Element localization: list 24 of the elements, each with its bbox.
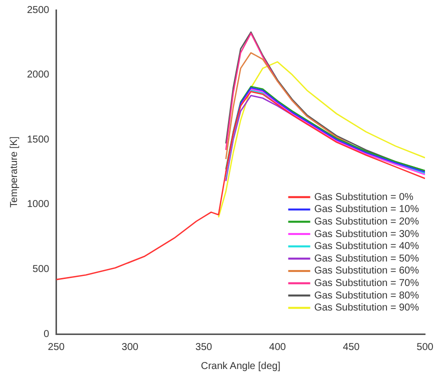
legend-label: Gas Substitution = 90% — [314, 302, 420, 314]
legend-label: Gas Substitution = 10% — [314, 204, 420, 216]
y-tick-label: 0 — [44, 328, 50, 340]
x-tick-label: 300 — [122, 342, 139, 353]
legend-label: Gas Substitution = 60% — [314, 266, 420, 277]
x-tick-label: 500 — [416, 342, 434, 353]
y-tick-label: 2000 — [26, 70, 50, 81]
legend-label: Gas Substitution = 0% — [314, 192, 414, 203]
legend-label: Gas Substitution = 80% — [314, 290, 420, 302]
y-tick-label: 2500 — [26, 4, 50, 16]
legend-label: Gas Substitution = 40% — [314, 241, 420, 252]
x-tick-label: 250 — [48, 342, 66, 353]
x-tick-label: 450 — [342, 342, 360, 353]
y-tick-label: 1000 — [26, 199, 50, 210]
y-tick-label: 1500 — [26, 134, 50, 146]
legend-label: Gas Substitution = 30% — [314, 228, 420, 240]
x-tick-label: 350 — [195, 342, 213, 353]
y-tick-label: 500 — [32, 264, 50, 275]
legend-label: Gas Substitution = 70% — [314, 278, 420, 289]
legend-label: Gas Substitution = 50% — [314, 253, 420, 264]
x-axis-title: Crank Angle [deg] — [200, 360, 281, 372]
x-tick-label: 400 — [269, 342, 286, 353]
y-axis-title: Temperature [K] — [8, 136, 20, 208]
legend-label: Gas Substitution = 20% — [314, 216, 420, 228]
